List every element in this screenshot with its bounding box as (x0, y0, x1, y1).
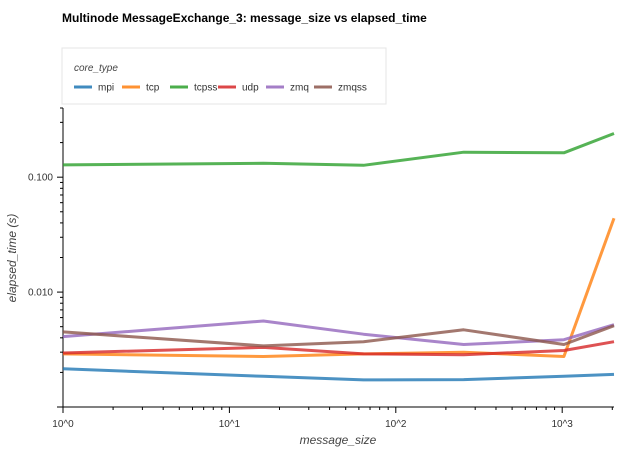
series-line-tcpss (62, 132, 615, 167)
legend-item-tcp[interactable]: tcp (122, 83, 160, 94)
legend-title: core_type (74, 63, 118, 74)
x-tick-label: 10^3 (551, 419, 573, 430)
series-line-zmq (62, 319, 615, 346)
legend-label: tcp (146, 83, 160, 94)
x-tick-label: 10^1 (219, 419, 241, 430)
legend-item-udp[interactable]: udp (218, 83, 259, 94)
y-tick-label: 0.100 (28, 173, 53, 184)
legend-box (61, 47, 387, 105)
legend-item-zmqss[interactable]: zmqss (314, 83, 367, 94)
x-tick-label: 10^2 (385, 419, 407, 430)
series-line-tcp (62, 217, 616, 358)
y-axis-label: elapsed_time (s) (5, 214, 19, 303)
legend-label: zmqss (338, 83, 367, 94)
series-line-mpi (62, 367, 615, 382)
plot-area: 0.010 0.100 10^0 10^1 10^2 10^3 (28, 107, 616, 430)
chart-title: Multinode MessageExchange_3: message_siz… (62, 11, 427, 25)
series-line-udp (62, 340, 615, 357)
legend-label: udp (242, 83, 259, 94)
x-axis-label: message_size (300, 433, 377, 447)
y-tick-label: 0.010 (28, 288, 53, 299)
series-line-zmqss (62, 324, 615, 348)
legend-label: mpi (98, 83, 114, 94)
legend: core_type mpi tcp tcpss udp zmq zmqss (61, 47, 387, 105)
legend-item-tcpss[interactable]: tcpss (170, 83, 217, 94)
legend-item-mpi[interactable]: mpi (74, 83, 114, 94)
x-tick-label: 10^0 (52, 419, 74, 430)
legend-label: zmq (290, 83, 309, 94)
legend-label: tcpss (194, 83, 217, 94)
legend-item-zmq[interactable]: zmq (266, 83, 309, 94)
